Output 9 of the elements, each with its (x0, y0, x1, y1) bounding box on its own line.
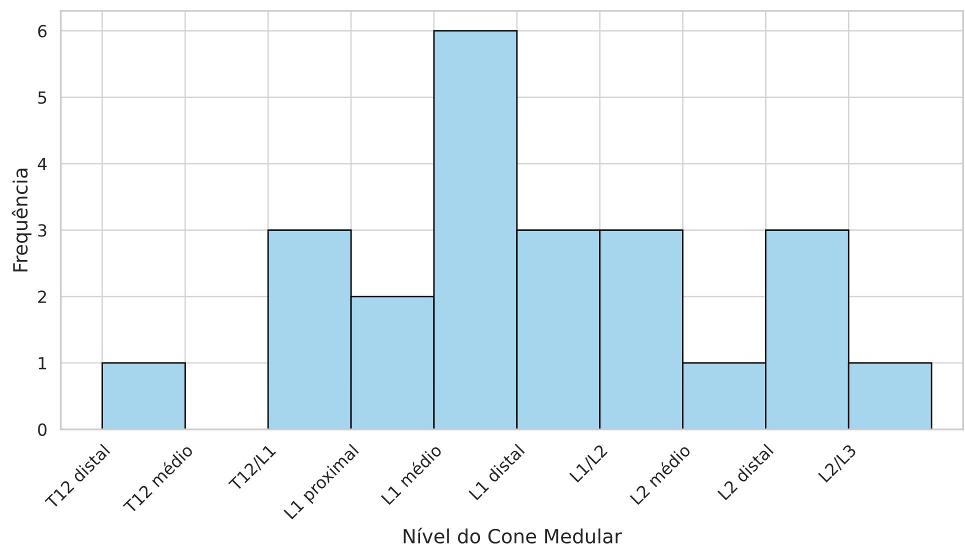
y-tick-label: 3 (38, 224, 46, 237)
y-axis-title: Frequência (12, 168, 32, 272)
y-tick-label: 4 (38, 158, 47, 170)
y-tick-label: 2 (38, 290, 46, 303)
y-tick-label: 1 (38, 357, 46, 370)
x-axis-title: Nível do Cone Medular (404, 528, 622, 544)
y-tick-label: 5 (38, 91, 46, 104)
y-tick-label: 6 (38, 24, 47, 38)
y-tick-label: 0 (38, 423, 46, 436)
